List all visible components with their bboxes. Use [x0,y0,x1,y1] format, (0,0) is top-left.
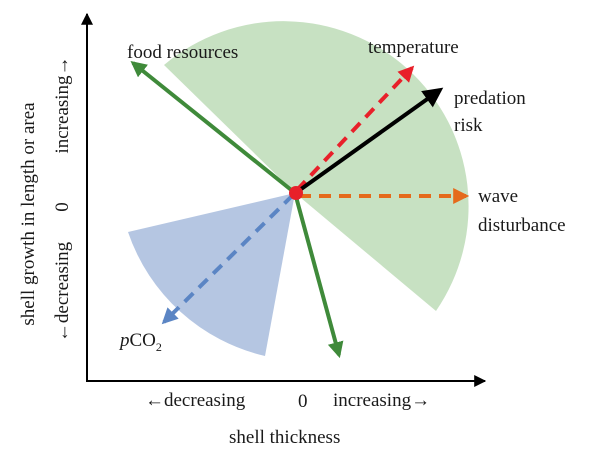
temperature-arrow [295,65,415,192]
predation-risk-label: predation risk [454,88,531,136]
pco2-label: pCO2 [118,330,162,354]
food-resources-arrow [130,60,297,195]
x-axis-right-label: increasing→ [333,390,430,411]
x-axis-left-label: ←decreasing [145,390,246,411]
y-axis-title: shell growth in length or area [18,102,39,326]
y-axis-zero-label: 0 [52,202,73,212]
x-axis-zero-label: 0 [298,391,308,412]
predation-risk-arrow [295,87,444,194]
temperature-label: temperature [368,37,459,58]
pco2-arrow [161,193,295,325]
food-resources-label: food resources [127,42,238,63]
downward-arrow [293,192,344,359]
origin-marker [289,186,303,200]
y-axis-top-label: increasing→ [52,56,73,153]
wave-disturbance-label: wave disturbance [478,186,566,236]
green-sector [164,21,469,312]
x-axis-title: shell thickness [229,427,340,448]
blue-sector [128,193,295,356]
y-axis-bottom-label: ←decreasing [52,241,73,342]
